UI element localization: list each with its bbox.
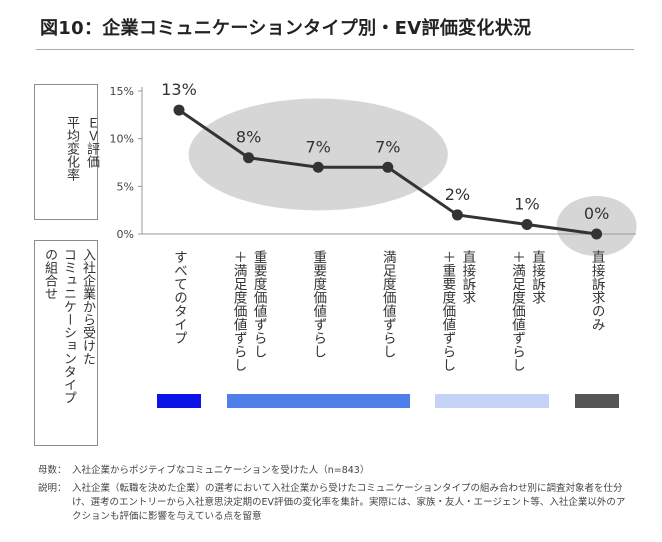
sample-note-key: 母数： xyxy=(38,465,67,476)
data-point-5 xyxy=(451,209,463,221)
description-note-text: 入社企業（転職を決めた企業）の選考において入社企業から受けたコミュニケーションタ… xyxy=(72,483,626,522)
data-point-4 xyxy=(382,161,394,173)
y-axis-label-line-1: ＥＶ評価 xyxy=(84,116,99,168)
data-label-2: 8% xyxy=(236,128,261,147)
category-label-6-line-1: 直接訴求 xyxy=(529,250,545,304)
category-label-7-line-1: 直接訴求のみ xyxy=(588,250,605,331)
category-label-6-line-2: ＋満足度価値ずらし xyxy=(509,250,525,372)
category-label-line-3: の組合せ xyxy=(42,248,57,300)
data-label-7: 0% xyxy=(584,204,609,223)
data-point-6 xyxy=(521,218,533,230)
page-title: 図10：企業コミュニケーションタイプ別・EV評価変化状況 xyxy=(40,18,532,39)
highlight-ellipse-1 xyxy=(188,98,448,211)
category-label-3-line-1: 重要度価値ずらし xyxy=(310,250,327,358)
y-tick-label-5: 5% xyxy=(117,180,134,193)
category-label-line-2: コミュニケーションタイプ xyxy=(61,248,76,404)
category-label-2-line-2: ＋満足度価値ずらし xyxy=(230,250,247,372)
y-axis-label-box xyxy=(34,84,98,220)
y-tick-label-10: 10% xyxy=(110,133,134,146)
y-tick-label-0: 0% xyxy=(117,228,134,241)
category-label-4-line-1: 満足度価値ずらし xyxy=(379,250,396,358)
legend-bar-4 xyxy=(574,394,619,408)
data-point-7 xyxy=(591,228,603,240)
category-label-5-line-2: ＋重要度価値ずらし xyxy=(439,250,456,372)
legend-bar-2 xyxy=(226,394,410,408)
legend-bar-1 xyxy=(157,394,201,408)
title-divider xyxy=(36,49,634,50)
data-point-2 xyxy=(243,152,255,164)
y-tick-label-15: 15% xyxy=(110,85,134,98)
category-label-box xyxy=(34,240,98,446)
data-point-1 xyxy=(173,104,185,116)
category-label-1-line-1: すべてのタイプ xyxy=(171,250,187,345)
data-label-4: 7% xyxy=(375,137,400,156)
y-axis-label-line-2: 平均変化率 xyxy=(64,116,79,181)
data-label-1: 13% xyxy=(161,80,197,99)
description-note-key: 説明： xyxy=(38,483,67,494)
category-label-5-line-1: 直接訴求 xyxy=(459,250,476,304)
legend-bar-3 xyxy=(435,394,549,408)
data-label-3: 7% xyxy=(306,137,331,156)
sample-note-text: 入社企業からポジティブなコミュニケーションを受けた人（n=843） xyxy=(72,465,370,476)
highlight-ellipse-2 xyxy=(556,196,637,256)
data-label-5: 2% xyxy=(445,185,470,204)
category-label-2-line-1: 重要度価値ずらし xyxy=(250,250,267,358)
category-label-line-1: 入社企業から受けた xyxy=(80,248,95,365)
data-label-6: 1% xyxy=(514,194,539,213)
data-point-3 xyxy=(312,161,324,173)
